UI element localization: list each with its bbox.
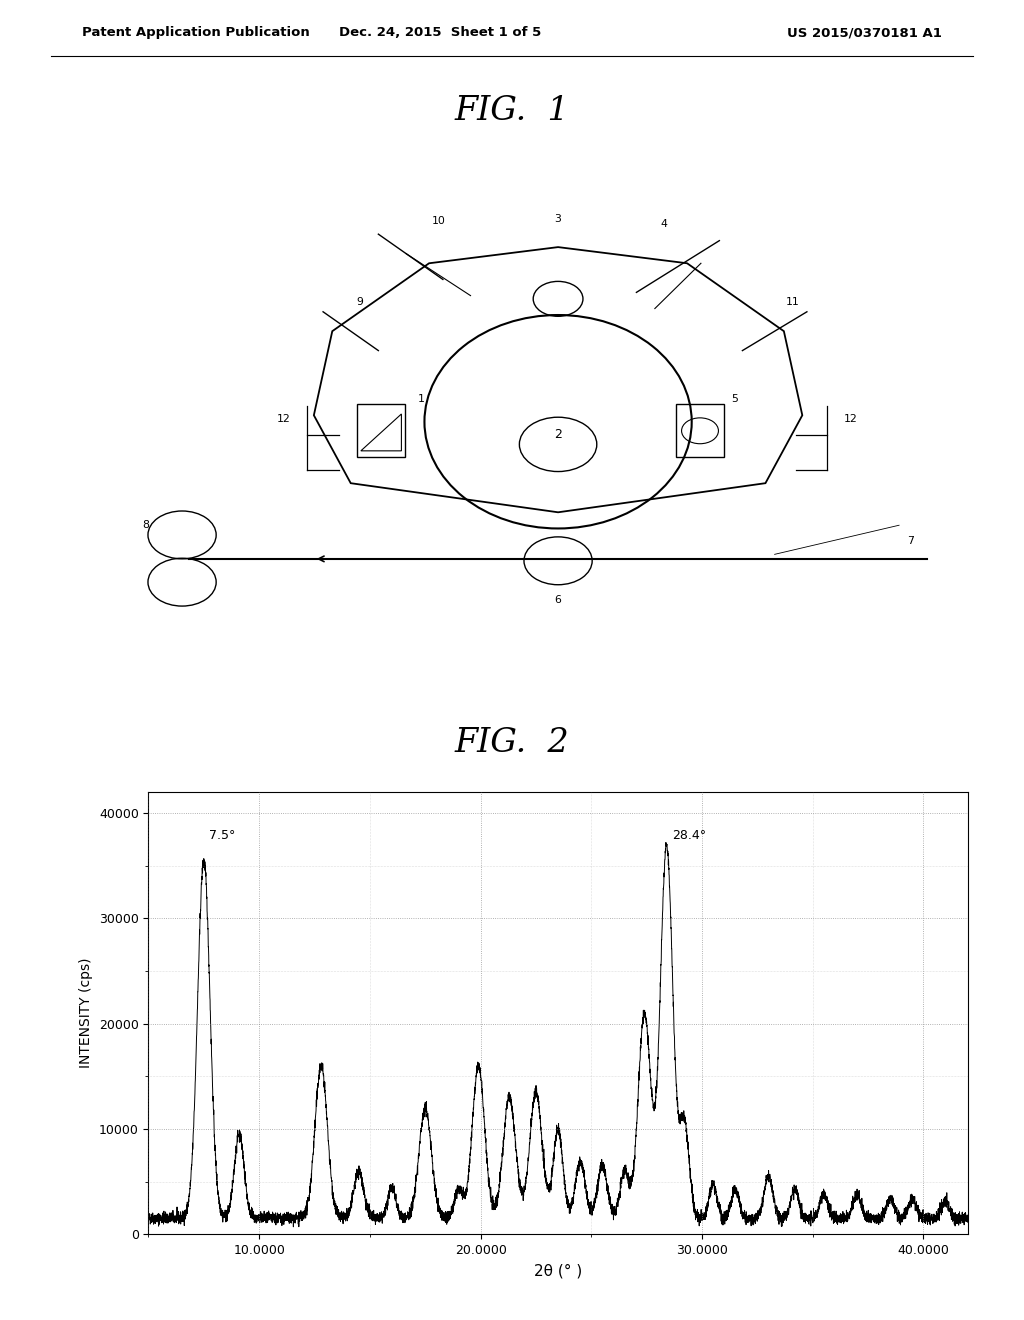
Text: 28.4°: 28.4° [672,829,707,842]
Text: 5: 5 [731,395,738,404]
X-axis label: 2θ (° ): 2θ (° ) [534,1263,583,1279]
Text: 6: 6 [555,595,561,605]
Text: 7.5°: 7.5° [209,829,236,842]
Text: 3: 3 [555,214,561,224]
Text: FIG.  1: FIG. 1 [455,95,569,127]
Y-axis label: INTENSITY (cps): INTENSITY (cps) [79,958,93,1068]
Text: 1: 1 [418,395,425,404]
Text: 11: 11 [786,297,800,308]
Text: FIG.  2: FIG. 2 [455,726,569,759]
Text: Patent Application Publication: Patent Application Publication [82,26,309,40]
Text: 2: 2 [554,428,562,441]
Text: 10: 10 [431,216,445,227]
Text: US 2015/0370181 A1: US 2015/0370181 A1 [787,26,942,40]
Text: 4: 4 [660,219,668,228]
Text: 12: 12 [844,413,858,424]
Text: Dec. 24, 2015  Sheet 1 of 5: Dec. 24, 2015 Sheet 1 of 5 [339,26,542,40]
Text: 12: 12 [276,413,291,424]
Text: 7: 7 [906,536,913,546]
Text: 9: 9 [356,297,364,308]
Text: 8: 8 [141,520,148,531]
